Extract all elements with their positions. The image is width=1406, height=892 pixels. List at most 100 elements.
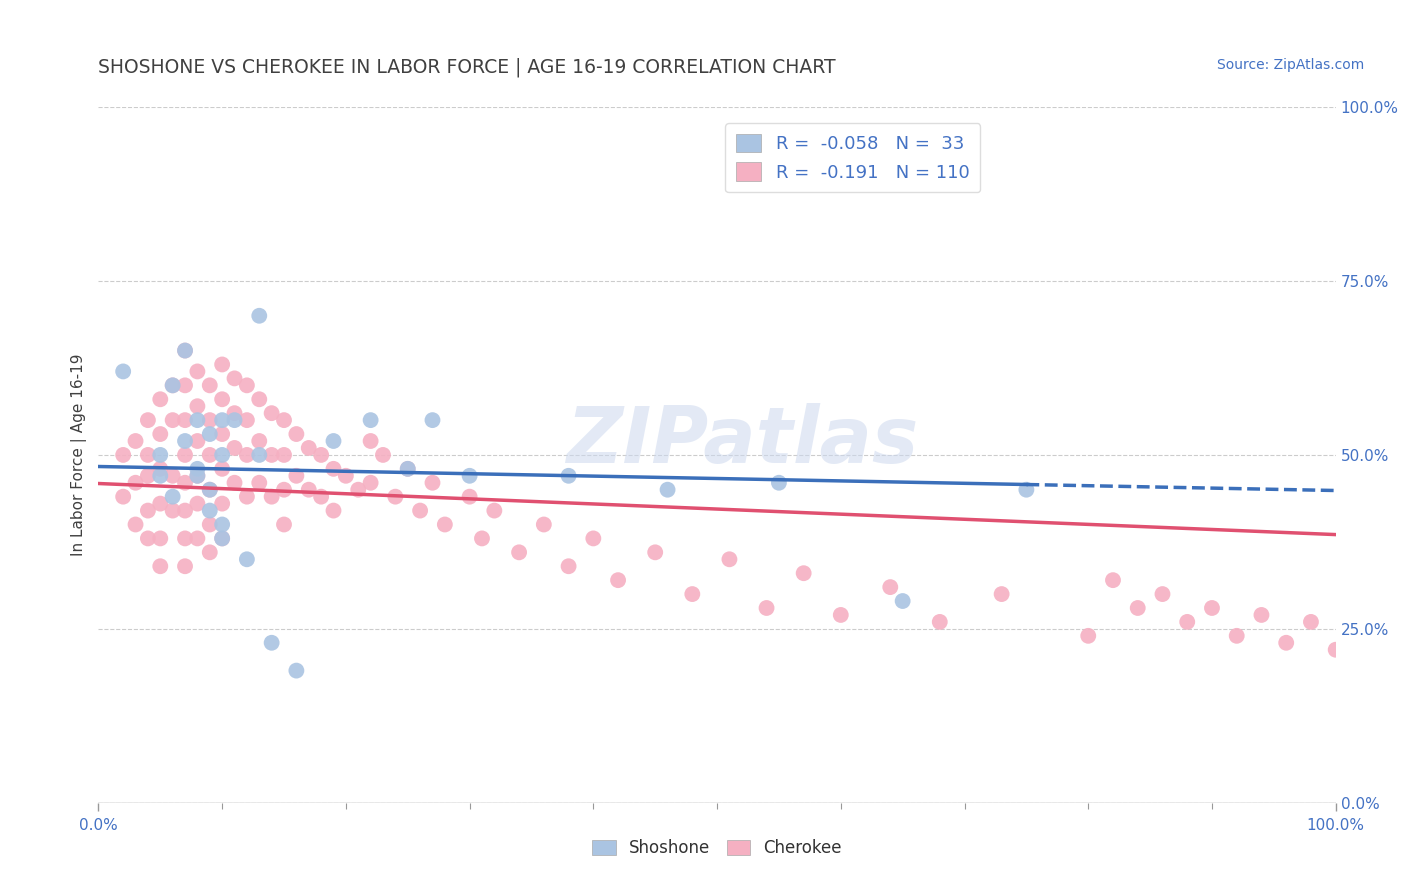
Point: [793, 566, 815, 581]
Point: [260, 406, 283, 420]
Point: [198, 517, 221, 532]
Point: [174, 378, 197, 392]
Point: [1102, 573, 1125, 587]
Point: [409, 503, 432, 517]
Point: [186, 413, 208, 427]
Point: [198, 378, 221, 392]
Point: [484, 503, 506, 517]
Point: [162, 378, 184, 392]
Point: [186, 532, 208, 546]
Point: [657, 483, 679, 497]
Point: [174, 475, 197, 490]
Point: [285, 664, 308, 678]
Point: [371, 448, 394, 462]
Point: [1250, 607, 1272, 622]
Point: [1077, 629, 1099, 643]
Point: [247, 434, 270, 448]
Point: [136, 503, 159, 517]
Text: ZIPatlas: ZIPatlas: [565, 403, 918, 479]
Point: [211, 413, 233, 427]
Point: [508, 545, 530, 559]
Point: [396, 462, 419, 476]
Point: [136, 413, 159, 427]
Point: [335, 468, 357, 483]
Point: [174, 434, 197, 448]
Point: [309, 490, 332, 504]
Point: [322, 462, 344, 476]
Point: [458, 468, 481, 483]
Point: [112, 364, 135, 378]
Point: [174, 413, 197, 427]
Point: [879, 580, 901, 594]
Point: [236, 413, 259, 427]
Point: [1175, 615, 1198, 629]
Point: [211, 358, 233, 372]
Point: [360, 434, 382, 448]
Point: [149, 532, 172, 546]
Point: [1299, 615, 1322, 629]
Point: [112, 448, 135, 462]
Point: [186, 468, 208, 483]
Point: [174, 343, 197, 358]
Point: [136, 448, 159, 462]
Point: [236, 552, 259, 566]
Point: [1152, 587, 1174, 601]
Point: [607, 573, 630, 587]
Point: [1126, 601, 1149, 615]
Text: Source: ZipAtlas.com: Source: ZipAtlas.com: [1216, 58, 1364, 72]
Point: [236, 378, 259, 392]
Point: [211, 392, 233, 407]
Point: [224, 371, 246, 385]
Point: [298, 483, 321, 497]
Point: [309, 448, 332, 462]
Point: [273, 483, 295, 497]
Point: [162, 378, 184, 392]
Point: [112, 490, 135, 504]
Point: [260, 490, 283, 504]
Point: [322, 503, 344, 517]
Point: [211, 497, 233, 511]
Point: [247, 392, 270, 407]
Point: [174, 559, 197, 574]
Point: [1015, 483, 1038, 497]
Point: [198, 427, 221, 442]
Point: [768, 475, 790, 490]
Point: [198, 483, 221, 497]
Point: [198, 448, 221, 462]
Point: [211, 448, 233, 462]
Point: [124, 517, 146, 532]
Point: [458, 490, 481, 504]
Point: [247, 475, 270, 490]
Point: [422, 413, 444, 427]
Point: [162, 490, 184, 504]
Point: [247, 309, 270, 323]
Point: [360, 413, 382, 427]
Point: [1324, 642, 1347, 657]
Point: [247, 448, 270, 462]
Point: [273, 517, 295, 532]
Point: [211, 462, 233, 476]
Point: [136, 468, 159, 483]
Point: [433, 517, 456, 532]
Point: [557, 468, 579, 483]
Point: [211, 427, 233, 442]
Point: [198, 483, 221, 497]
Point: [273, 448, 295, 462]
Point: [186, 468, 208, 483]
Point: [174, 532, 197, 546]
Point: [285, 468, 308, 483]
Point: [186, 434, 208, 448]
Point: [422, 475, 444, 490]
Text: SHOSHONE VS CHEROKEE IN LABOR FORCE | AGE 16-19 CORRELATION CHART: SHOSHONE VS CHEROKEE IN LABOR FORCE | AG…: [98, 58, 837, 78]
Point: [186, 399, 208, 413]
Point: [1275, 636, 1298, 650]
Point: [198, 413, 221, 427]
Point: [557, 559, 579, 574]
Point: [891, 594, 914, 608]
Point: [174, 343, 197, 358]
Point: [582, 532, 605, 546]
Point: [149, 497, 172, 511]
Point: [347, 483, 370, 497]
Point: [211, 532, 233, 546]
Point: [360, 475, 382, 490]
